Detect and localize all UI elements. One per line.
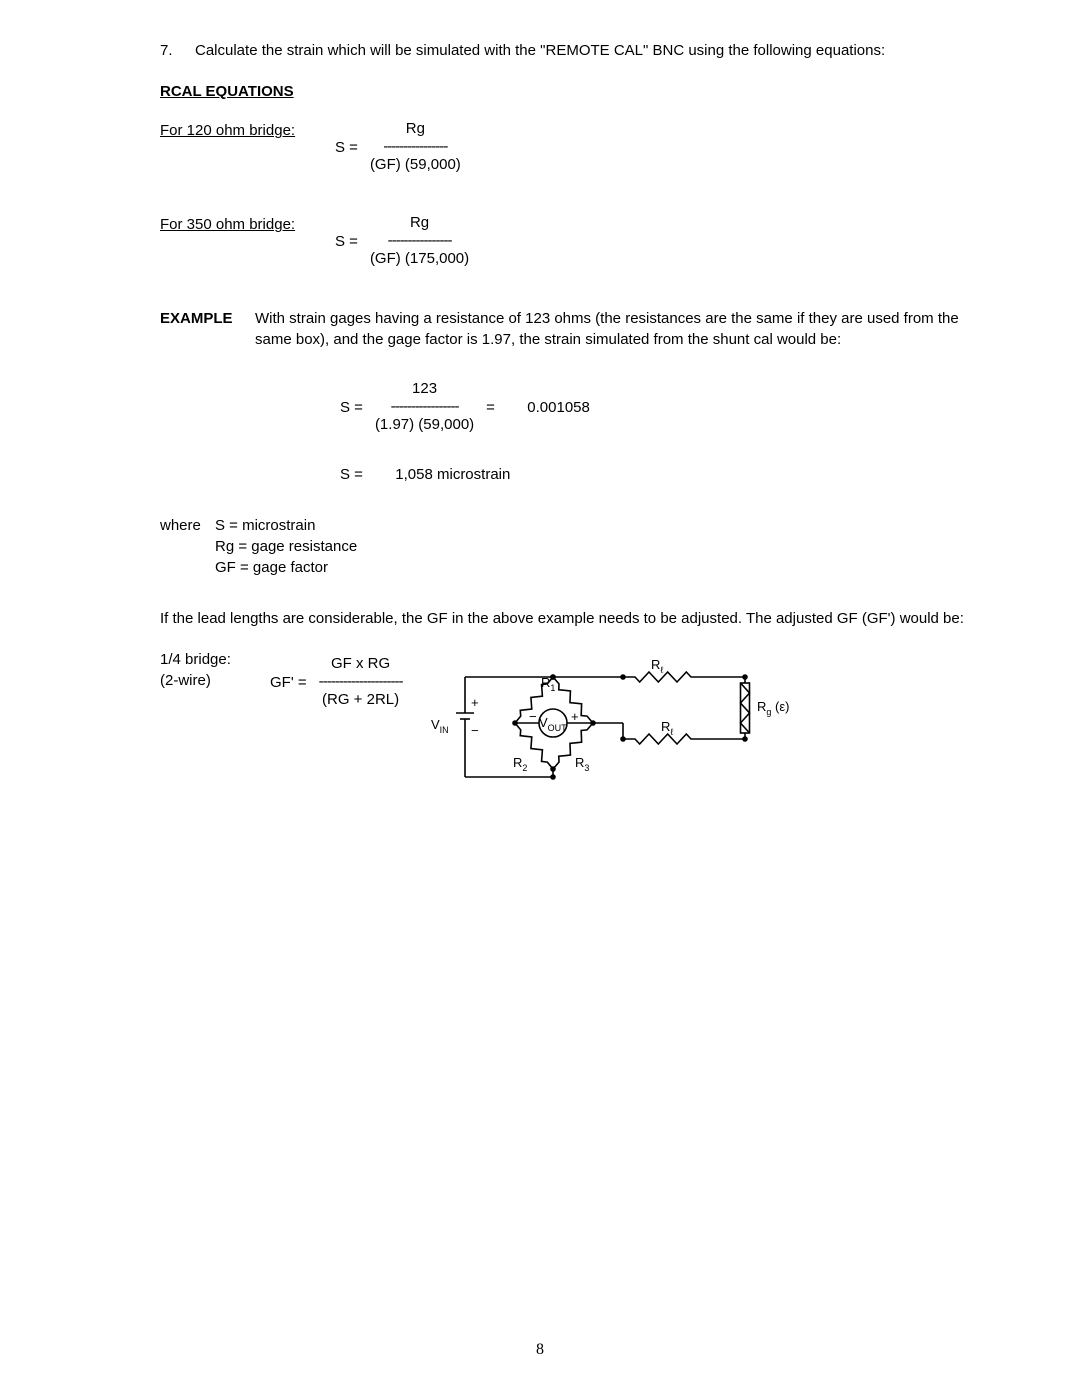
gf-lhs: GF' = xyxy=(270,672,307,693)
gf-numerator: GF x RG xyxy=(331,655,390,673)
eq350-denominator: (GF) (175,000) xyxy=(370,250,469,268)
result-rhs: 1,058 microstrain xyxy=(395,464,510,485)
page-number: 8 xyxy=(0,1339,1080,1361)
eq350-numerator: Rg xyxy=(410,214,429,232)
svg-text:−: − xyxy=(529,709,537,724)
svg-text:Rg (ε): Rg (ε) xyxy=(757,699,789,717)
gf-label-line1: 1/4 bridge: xyxy=(160,649,250,670)
where-line-1: S = microstrain xyxy=(215,515,315,536)
eq120-fraction-bar: ---------------- xyxy=(383,138,447,156)
svg-text:R2: R2 xyxy=(513,755,527,773)
svg-text:+: + xyxy=(471,695,479,710)
eq120-lhs: S = xyxy=(335,137,358,158)
example-equation: S = 123 ----------------- (1.97) (59,000… xyxy=(340,380,980,434)
eq120-label: For 120 ohm bridge: xyxy=(160,120,335,141)
example-eq-lhs: S = xyxy=(340,397,363,418)
result-lhs: S = xyxy=(340,464,363,485)
eq350-label: For 350 ohm bridge: xyxy=(160,214,335,235)
svg-text:+: + xyxy=(571,709,579,724)
section-heading: RCAL EQUATIONS xyxy=(160,81,980,102)
equation-350-ohm: For 350 ohm bridge: S = Rg -------------… xyxy=(160,214,980,268)
gf-denominator: (RG + 2RL) xyxy=(322,691,399,709)
where-label: where xyxy=(160,515,215,536)
svg-text:Rℓ: Rℓ xyxy=(651,657,664,675)
example-eq-equals: = xyxy=(486,397,495,418)
svg-text:VOUT: VOUT xyxy=(539,715,567,733)
example-eq-numerator: 123 xyxy=(412,380,437,398)
eq350-fraction-bar: ---------------- xyxy=(388,232,452,250)
where-block: where S = microstrain Rg = gage resistan… xyxy=(160,515,980,578)
gf-label-line2: (2-wire) xyxy=(160,670,250,691)
where-line-2: Rg = gage resistance xyxy=(215,536,357,557)
svg-text:R3: R3 xyxy=(575,755,589,773)
step-text: Calculate the strain which will be simul… xyxy=(195,40,980,61)
result-equation: S = 1,058 microstrain xyxy=(340,464,980,485)
svg-text:VIN: VIN xyxy=(431,717,449,735)
eq120-numerator: Rg xyxy=(406,120,425,138)
step-number: 7. xyxy=(160,40,195,61)
example-label: EXAMPLE xyxy=(160,308,255,350)
example-eq-fraction-bar: ----------------- xyxy=(391,398,459,416)
gf-fraction-bar: --------------------- xyxy=(319,673,403,691)
equation-120-ohm: For 120 ohm bridge: S = Rg -------------… xyxy=(160,120,980,174)
example-text: With strain gages having a resistance of… xyxy=(255,308,980,350)
eq120-denominator: (GF) (59,000) xyxy=(370,156,461,174)
svg-text:−: − xyxy=(471,723,479,738)
example-eq-result: 0.001058 xyxy=(527,397,590,418)
example-eq-denominator: (1.97) (59,000) xyxy=(375,416,474,434)
circuit-diagram: +−VINR1R2R3VOUT−+RℓRℓRg (ε) xyxy=(423,649,803,805)
lead-lengths-paragraph: If the lead lengths are considerable, th… xyxy=(160,608,980,629)
eq350-lhs: S = xyxy=(335,231,358,252)
where-line-3: GF = gage factor xyxy=(215,557,328,578)
gf-prime-equation: 1/4 bridge: (2-wire) GF' = GF x RG -----… xyxy=(160,649,403,709)
